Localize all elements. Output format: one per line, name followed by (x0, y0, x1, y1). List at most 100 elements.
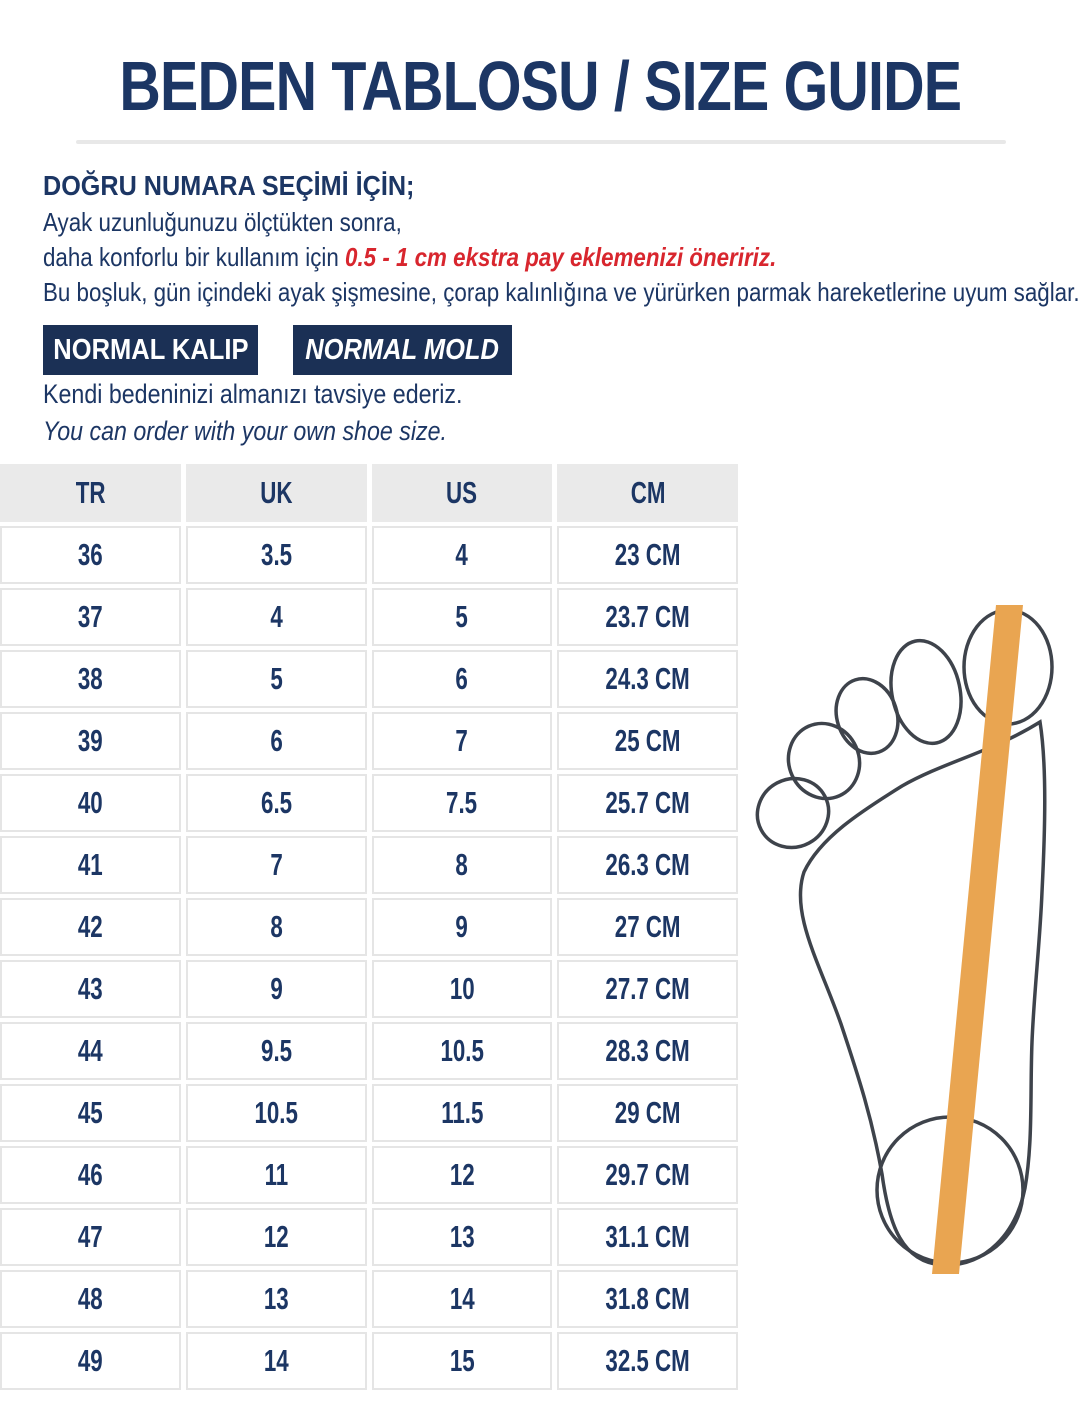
size-table-body: 36 3.5 4 23 CM 37 4 5 23.7 CM 38 5 6 24.3 CM 39 6 7 25 … (0, 526, 738, 1390)
size-table-row: 38 5 6 24.3 CM (0, 650, 738, 708)
size-table-column-header: US (371, 464, 553, 522)
size-table-column-header: TR (0, 464, 181, 522)
size-table-cell: 37 (0, 588, 181, 646)
advice-text-en: You can order with your own shoe size. (43, 416, 447, 446)
size-table-row: 46 11 12 29.7 CM (0, 1146, 738, 1204)
size-table-cell: 24.3 CM (557, 650, 738, 708)
size-table-cell: 14 (185, 1332, 367, 1390)
badge-normal-mold: NORMAL MOLD (293, 325, 512, 375)
page-title: BEDEN TABLOSU / SIZE GUIDE (119, 47, 962, 125)
advice-section: Kendi bedeninizi almanızı tavsiye ederiz… (43, 381, 1073, 455)
size-table-cell: 5 (371, 588, 553, 646)
size-table-cell: 4 (371, 526, 553, 584)
size-table-cell: 10.5 (185, 1084, 367, 1142)
size-table-header-row: TR UK US CM (0, 464, 738, 522)
size-table-cell: 49 (0, 1332, 181, 1390)
size-table-row: 43 9 10 27.7 CM (0, 960, 738, 1018)
size-table-cell: 31.1 CM (557, 1208, 738, 1266)
size-table-cell: 45 (0, 1084, 181, 1142)
size-table-cell: 27 CM (557, 898, 738, 956)
size-table-cell: 5 (185, 650, 367, 708)
size-table-column-header: UK (185, 464, 367, 522)
size-table-cell: 31.8 CM (557, 1270, 738, 1328)
size-table-cell: 25.7 CM (557, 774, 738, 832)
size-table-cell: 26.3 CM (557, 836, 738, 894)
size-table-cell: 7 (185, 836, 367, 894)
size-table-cell: 25 CM (557, 712, 738, 770)
page-header: BEDEN TABLOSU / SIZE GUIDE (0, 46, 1080, 126)
size-table-cell: 23.7 CM (557, 588, 738, 646)
size-table-cell: 7 (371, 712, 553, 770)
intro-line-1: Ayak uzunluğunuzu ölçtükten sonra, (43, 207, 402, 237)
intro-line-2: daha konforlu bir kullanım için 0.5 - 1 … (43, 244, 929, 270)
size-table-cell: 41 (0, 836, 181, 894)
size-table-row: 36 3.5 4 23 CM (0, 526, 738, 584)
badge-normal-mold-label: NORMAL MOLD (305, 333, 500, 366)
size-table-cell: 38 (0, 650, 181, 708)
size-table-cell: 10 (371, 960, 553, 1018)
size-table-cell: 7.5 (371, 774, 553, 832)
foot-toe-5 (755, 776, 831, 850)
size-table-row: 47 12 13 31.1 CM (0, 1208, 738, 1266)
size-table-row: 40 6.5 7.5 25.7 CM (0, 774, 738, 832)
foot-outline-illustration (755, 605, 1054, 1274)
size-table-cell: 6.5 (185, 774, 367, 832)
size-table-row: 41 7 8 26.3 CM (0, 836, 738, 894)
advice-text-tr: Kendi bedeninizi almanızı tavsiye ederiz… (43, 379, 463, 409)
size-table-cell: 43 (0, 960, 181, 1018)
size-table-row: 49 14 15 32.5 CM (0, 1332, 738, 1390)
size-table-cell: 48 (0, 1270, 181, 1328)
size-table-cell: 27.7 CM (557, 960, 738, 1018)
size-table-cell: 29.7 CM (557, 1146, 738, 1204)
size-table: TR UK US CM 36 3.5 4 23 CM 37 4 5 23.7 CM 38 5 6 24.3 … (0, 460, 743, 1394)
size-table-cell: 36 (0, 526, 181, 584)
size-table-cell: 9 (185, 960, 367, 1018)
size-table-cell: 11 (185, 1146, 367, 1204)
size-table-cell: 13 (371, 1208, 553, 1266)
intro-line-2-highlight: 0.5 - 1 cm ekstra pay eklemenizi öneriri… (345, 242, 777, 272)
size-table-cell: 6 (371, 650, 553, 708)
size-table-cell: 10.5 (371, 1022, 553, 1080)
size-table-cell: 14 (371, 1270, 553, 1328)
size-table-cell: 46 (0, 1146, 181, 1204)
size-table-cell: 12 (185, 1208, 367, 1266)
intro-line-2-prefix: daha konforlu bir kullanım için (43, 242, 346, 272)
size-table-cell: 9 (371, 898, 553, 956)
size-table-cell: 40 (0, 774, 181, 832)
size-table-row: 44 9.5 10.5 28.3 CM (0, 1022, 738, 1080)
size-table-cell: 28.3 CM (557, 1022, 738, 1080)
foot-toe-3 (834, 676, 900, 756)
size-table-cell: 47 (0, 1208, 181, 1266)
intro-line-3: Bu boşluk, gün içindeki ayak şişmesine, … (43, 277, 1080, 307)
intro-heading: DOĞRU NUMARA SEÇİMİ İÇİN; (43, 170, 415, 201)
size-table-cell: 23 CM (557, 526, 738, 584)
size-table-row: 45 10.5 11.5 29 CM (0, 1084, 738, 1142)
size-table-cell: 44 (0, 1022, 181, 1080)
size-table-row: 42 8 9 27 CM (0, 898, 738, 956)
size-table-cell: 12 (371, 1146, 553, 1204)
size-table-row: 39 6 7 25 CM (0, 712, 738, 770)
size-table-cell: 11.5 (371, 1084, 553, 1142)
size-table-cell: 39 (0, 712, 181, 770)
intro-section: DOĞRU NUMARA SEÇİMİ İÇİN; Ayak uzunluğun… (43, 170, 1080, 314)
size-table-cell: 8 (185, 898, 367, 956)
size-table-cell: 4 (185, 588, 367, 646)
size-table-cell: 13 (185, 1270, 367, 1328)
size-table-cell: 15 (371, 1332, 553, 1390)
size-table-cell: 42 (0, 898, 181, 956)
badge-normal-kalip: NORMAL KALIP (43, 325, 258, 375)
size-table-row: 37 4 5 23.7 CM (0, 588, 738, 646)
foot-toe-4 (786, 721, 862, 801)
size-table-cell: 6 (185, 712, 367, 770)
badge-normal-kalip-label: NORMAL KALIP (52, 333, 249, 366)
size-table-row: 48 13 14 31.8 CM (0, 1270, 738, 1328)
size-table-cell: 3.5 (185, 526, 367, 584)
size-table-cell: 9.5 (185, 1022, 367, 1080)
size-table-cell: 32.5 CM (557, 1332, 738, 1390)
foot-sole-outline (798, 719, 1047, 1267)
size-table-cell: 8 (371, 836, 553, 894)
size-table-column-header: CM (557, 464, 738, 522)
measuring-stripe (932, 605, 1023, 1274)
header-divider (76, 140, 1006, 144)
